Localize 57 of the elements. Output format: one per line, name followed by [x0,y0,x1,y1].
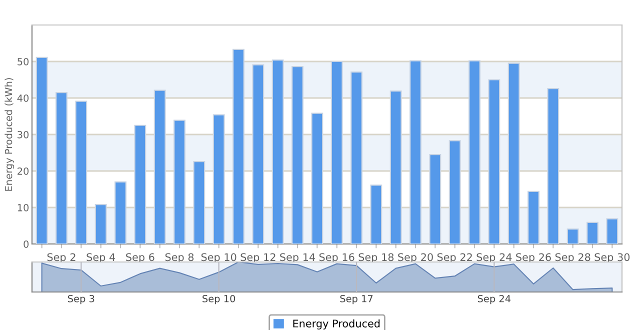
y-tick-label: 20 [18,167,29,175]
bar [75,100,88,244]
x-tick-label: Sep 22 [437,253,472,264]
y-tick-label: 30 [18,130,29,138]
bar [488,79,500,244]
bar [56,92,68,244]
bar [292,66,304,244]
x-tick-label: Sep 16 [319,253,354,264]
y-tick-label: 10 [18,204,29,212]
bar [606,218,618,244]
bar [370,184,382,244]
bar [448,140,461,244]
bar [114,181,126,244]
bar [94,204,107,244]
x-tick-label: Sep 17 [340,294,373,304]
bar [528,190,540,244]
x-tick-label: Sep 14 [280,253,316,264]
x-tick-label: Sep 10 [201,253,236,264]
x-tick-label: Sep 6 [126,253,154,264]
x-tick-label: Sep 24 [476,253,512,264]
bar [350,72,362,244]
bar [547,88,560,244]
y-tick-label: 0 [24,240,29,248]
bar [566,228,579,244]
bar [410,60,422,244]
y-tick-label: 50 [18,58,29,66]
x-tick-label: Sep 8 [165,253,194,264]
x-tick-label: Sep 2 [47,253,76,264]
bar [586,222,598,244]
bar [508,62,520,244]
x-tick-label: Sep 30 [594,253,630,264]
bar [154,90,166,244]
x-tick-label: Sep 4 [86,253,116,264]
x-tick-label: Sep 20 [398,253,433,264]
bar [429,154,442,244]
bar [252,64,264,244]
x-tick-label: Sep 28 [555,253,590,264]
bar [311,112,324,244]
y-tick-label: 40 [17,94,29,102]
bar [134,124,146,244]
x-tick-label: Sep 10 [202,294,236,304]
bar [174,120,186,244]
x-tick-label: Sep 26 [516,253,551,264]
x-tick-label: Sep 18 [358,253,394,264]
bar [232,48,244,244]
x-tick-label: Sep 3 [68,294,94,304]
bar [212,114,225,244]
bar [193,160,206,244]
bar [330,60,343,244]
legend-label: Energy Produced [293,319,380,330]
bar [390,90,402,244]
bar [272,59,284,244]
bar [36,56,48,244]
y-axis-title: Energy Produced (kWh) [4,78,14,191]
x-tick-label: Sep 12 [240,253,276,264]
x-tick-label: Sep 24 [478,294,511,304]
bar [468,60,480,244]
